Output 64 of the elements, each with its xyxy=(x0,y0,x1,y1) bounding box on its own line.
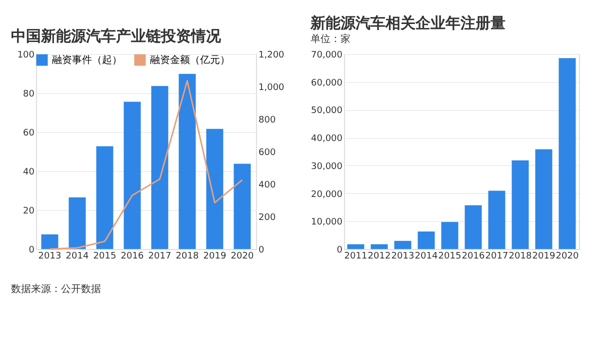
x-tick-label: 2016 xyxy=(120,252,144,262)
source-note: 数据来源：公开数据 xyxy=(11,283,101,295)
y-tick-label: 0 xyxy=(336,246,343,256)
y-tick-label: 40 xyxy=(23,168,35,178)
x-tick-label: 2013 xyxy=(38,252,62,262)
x-tick-label: 2020 xyxy=(556,252,579,262)
x-tick-label: 2016 xyxy=(462,252,485,262)
x-tick-label: 2014 xyxy=(414,252,438,262)
bar xyxy=(535,149,552,249)
x-tick-label: 2020 xyxy=(230,252,254,262)
y-tick-label: 80 xyxy=(23,90,35,100)
y-tick-label: 20,000 xyxy=(311,190,343,200)
bar xyxy=(370,244,388,249)
x-tick-label: 2017 xyxy=(148,252,172,262)
x-tick-label: 2017 xyxy=(485,252,508,262)
y-tick-label: 70,000 xyxy=(311,50,343,60)
x-tick-label: 2011 xyxy=(344,252,368,262)
bar xyxy=(512,160,529,249)
y-tick-label: 100 xyxy=(17,50,35,60)
x-tick-label: 2015 xyxy=(93,252,116,262)
y2-tick-label: 1,200 xyxy=(258,50,285,60)
y-tick-label: 40,000 xyxy=(311,134,343,144)
bar xyxy=(418,231,435,249)
x-tick-label: 2015 xyxy=(438,252,462,262)
bar xyxy=(464,205,482,249)
bar xyxy=(96,146,114,249)
chart-title: 新能源汽车相关企业年注册量 xyxy=(310,14,506,32)
x-tick-label: 2019 xyxy=(532,252,556,262)
y-tick-label: 50,000 xyxy=(311,106,343,116)
x-tick-label: 2019 xyxy=(203,252,226,262)
bar xyxy=(441,222,458,249)
x-tick-label: 2018 xyxy=(176,252,199,262)
y2-tick-label: 0 xyxy=(258,246,264,256)
bar xyxy=(124,102,141,249)
legend-label: 融资金额（亿元） xyxy=(150,54,230,66)
x-tick-label: 2014 xyxy=(66,252,89,262)
y2-tick-label: 800 xyxy=(258,116,276,126)
x-tick-label: 2018 xyxy=(508,252,532,262)
bar xyxy=(151,86,168,249)
bar xyxy=(178,74,196,249)
y2-tick-label: 200 xyxy=(258,213,276,223)
legend-label: 融资事件（起） xyxy=(52,54,122,66)
bar xyxy=(347,244,364,249)
y-tick-label: 60,000 xyxy=(311,78,343,88)
chart-subtitle: 单位：家 xyxy=(310,33,351,45)
x-tick-label: 2012 xyxy=(368,252,391,262)
bar xyxy=(488,190,506,249)
y2-tick-label: 1,000 xyxy=(258,83,285,93)
y-tick-label: 20 xyxy=(23,206,35,216)
bar xyxy=(558,58,576,249)
y2-tick-label: 600 xyxy=(258,148,276,158)
x-tick-label: 2013 xyxy=(391,252,414,262)
y-tick-label: 60 xyxy=(23,128,35,138)
bar xyxy=(41,234,58,249)
chart-title: 中国新能源汽车产业链投资情况 xyxy=(11,27,222,45)
bar xyxy=(234,164,251,249)
bar xyxy=(206,128,224,249)
bar xyxy=(394,240,412,249)
y-tick-label: 10,000 xyxy=(311,218,343,228)
y-tick-label: 30,000 xyxy=(311,162,343,172)
line-series xyxy=(49,80,243,250)
y-tick-label: 0 xyxy=(28,246,35,256)
bar xyxy=(68,197,86,249)
y2-tick-label: 400 xyxy=(258,180,276,190)
